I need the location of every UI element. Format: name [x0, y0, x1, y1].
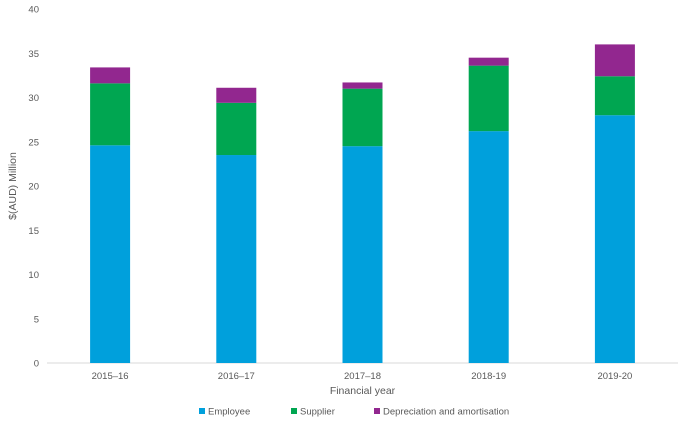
bar-segment-employee: [216, 155, 257, 363]
legend-swatch: [374, 408, 380, 414]
bar-segment-depreciation-and-amortisation: [90, 67, 131, 84]
x-axis-ticks: 2015–16 2016–17 2017–18 2018-19 2019-20: [92, 371, 633, 382]
bar-segment-employee: [90, 145, 131, 363]
bars: [90, 44, 635, 363]
bar-segment-employee: [342, 146, 383, 363]
x-axis-title: Financial year: [330, 385, 396, 397]
x-tick-label: 2019-20: [597, 371, 632, 382]
bar-segment-employee: [468, 131, 509, 363]
legend-swatch: [291, 408, 297, 414]
bar-segment-supplier: [594, 76, 635, 116]
y-axis-ticks: 0 5 10 15 20 25 30 35 40: [28, 5, 39, 370]
y-tick-label: 5: [34, 314, 39, 325]
bar-segment-supplier: [342, 88, 383, 147]
legend: Employee Supplier Depreciation and amortis…: [199, 407, 509, 418]
bar-segment-depreciation-and-amortisation: [342, 82, 383, 89]
bar-segment-supplier: [468, 65, 509, 132]
y-tick-label: 10: [28, 270, 39, 281]
x-tick-label: 2016–17: [218, 371, 255, 382]
y-axis-title: $(AUD) Million: [7, 152, 19, 220]
bar-segment-depreciation-and-amortisation: [594, 44, 635, 77]
bar-segment-depreciation-and-amortisation: [468, 57, 509, 66]
x-tick-label: 2017–18: [344, 371, 381, 382]
bar-segment-depreciation-and-amortisation: [216, 87, 257, 103]
x-tick-label: 2018-19: [471, 371, 506, 382]
legend-label: Supplier: [300, 407, 335, 418]
y-tick-label: 25: [28, 137, 39, 148]
y-tick-label: 20: [28, 182, 39, 193]
x-tick-label: 2015–16: [92, 371, 129, 382]
legend-label: Employee: [208, 407, 250, 418]
y-tick-label: 40: [28, 5, 39, 16]
y-tick-label: 35: [28, 49, 39, 60]
bar-segment-supplier: [90, 83, 131, 146]
legend-swatch: [199, 408, 205, 414]
y-tick-label: 15: [28, 226, 39, 237]
bar-segment-supplier: [216, 102, 257, 156]
bar-segment-employee: [594, 115, 635, 363]
y-tick-label: 30: [28, 93, 39, 104]
legend-label: Depreciation and amortisation: [383, 407, 509, 418]
y-tick-label: 0: [34, 359, 39, 370]
